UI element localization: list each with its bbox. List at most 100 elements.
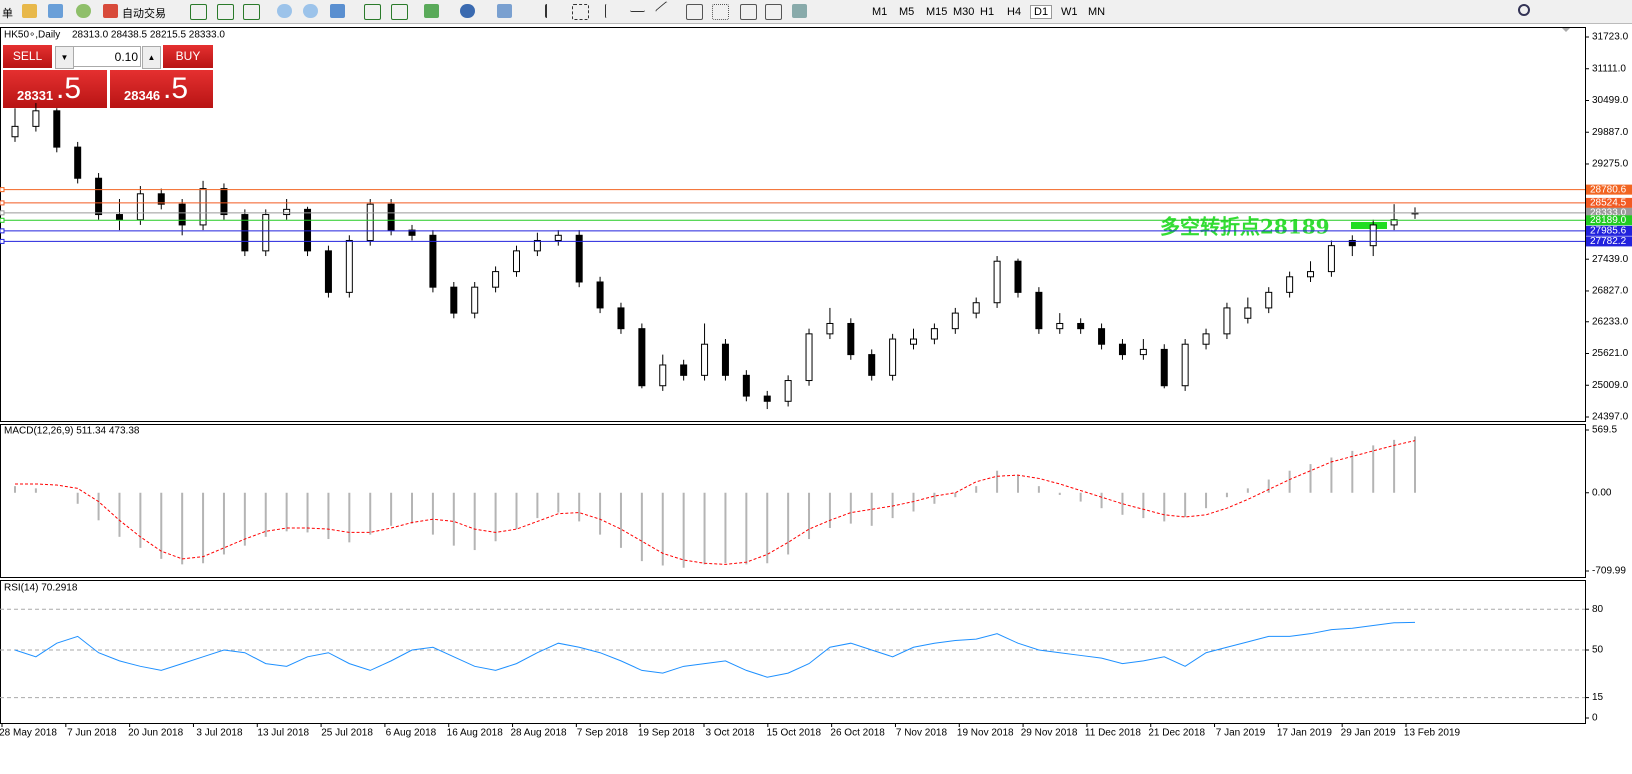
- candle-body: [220, 188, 228, 216]
- candle-body: [972, 302, 980, 314]
- timeframe-button[interactable]: H1: [980, 6, 995, 18]
- sell-button[interactable]: SELL: [3, 45, 52, 68]
- timeframe-button[interactable]: W1: [1061, 6, 1078, 18]
- icon[interactable]: [48, 4, 63, 18]
- rsi-line: [14, 621, 1416, 678]
- macd-title: MACD(12,26,9) 511.34 473.38: [4, 426, 140, 437]
- line-price-label: 28189.0: [1590, 215, 1627, 226]
- x-tick-label: 7 Jan 2019: [1216, 728, 1266, 739]
- candle-body: [868, 354, 876, 376]
- timeframe-button[interactable]: D1: [1030, 5, 1053, 19]
- icon[interactable]: [740, 4, 757, 20]
- y-tick-label: 569.5: [1592, 425, 1617, 436]
- timeframe-button[interactable]: H4: [1007, 6, 1022, 18]
- icon[interactable]: [330, 4, 345, 18]
- sell-price-box[interactable]: 28331 .5: [3, 70, 107, 108]
- icon[interactable]: [605, 4, 608, 18]
- candle-body: [889, 338, 897, 376]
- y-tick-label: 26827.0: [1592, 286, 1629, 297]
- candle-body: [805, 333, 813, 382]
- volume-input[interactable]: 0.10: [73, 46, 141, 67]
- icon[interactable]: [217, 4, 234, 20]
- y-tick-label: 27439.0: [1592, 254, 1629, 265]
- candle-body: [178, 203, 186, 226]
- icon[interactable]: [765, 4, 782, 20]
- line-price-box: [1586, 215, 1632, 226]
- icon[interactable]: [630, 4, 645, 12]
- icon[interactable]: [277, 4, 292, 18]
- signal-line: [15, 440, 1416, 565]
- line-price-box: [1586, 197, 1632, 208]
- icon[interactable]: [460, 4, 475, 18]
- candle-body: [575, 234, 583, 283]
- buy-button[interactable]: BUY: [163, 45, 213, 68]
- candle-body: [742, 374, 750, 397]
- sell-price: 28331: [17, 88, 54, 103]
- x-tick-label: 15 Oct 2018: [767, 728, 822, 739]
- icon[interactable]: [22, 4, 37, 18]
- timeframe-button[interactable]: M15: [926, 6, 948, 18]
- icon[interactable]: [103, 4, 118, 18]
- chart-title: HK50∘,Daily: [4, 30, 60, 41]
- candle-body: [95, 177, 103, 216]
- x-tick-label: 7 Nov 2018: [896, 728, 948, 739]
- line-price-label: 28524.5: [1590, 198, 1627, 209]
- candle-body: [951, 312, 959, 330]
- candle-body: [1307, 271, 1315, 278]
- line-price-box: [1586, 225, 1632, 236]
- icon[interactable]: [686, 4, 703, 20]
- candle-body: [533, 239, 541, 252]
- candle-body: [1181, 343, 1189, 387]
- candle-body: [136, 193, 144, 221]
- icon[interactable]: [792, 4, 807, 18]
- volume-up[interactable]: ▲: [142, 46, 161, 69]
- candle-body: [512, 250, 520, 273]
- candle-body: [701, 343, 709, 376]
- line-price-box: [1586, 184, 1632, 195]
- y-tick-label: 29887.0: [1592, 127, 1629, 138]
- candle-body: [53, 110, 61, 148]
- candle-body: [366, 203, 374, 241]
- icon[interactable]: [712, 4, 729, 20]
- candle-body: [993, 260, 1001, 304]
- line-handle: [0, 228, 5, 234]
- line-price-box: [1586, 236, 1632, 247]
- menu[interactable]: 单: [2, 8, 13, 20]
- timeframe-button[interactable]: M30: [953, 6, 975, 18]
- icon[interactable]: [424, 4, 439, 18]
- icon[interactable]: [303, 4, 318, 18]
- icon[interactable]: [243, 4, 260, 20]
- search-icon[interactable]: [1518, 4, 1530, 16]
- y-tick-label: 80: [1592, 604, 1604, 615]
- candle-body: [617, 307, 625, 330]
- x-tick-label: 29 Nov 2018: [1021, 728, 1078, 739]
- icon[interactable]: [76, 4, 91, 18]
- candle-body: [1244, 307, 1252, 319]
- candle-body: [324, 250, 332, 293]
- icon[interactable]: [497, 4, 512, 18]
- buy-price-box[interactable]: 28346 .5: [110, 70, 213, 108]
- buy-price: 28346: [124, 88, 161, 103]
- x-tick-label: 28 May 2018: [0, 728, 57, 739]
- candle-body: [1348, 239, 1356, 247]
- icon[interactable]: [545, 4, 555, 18]
- timeframe-button[interactable]: M5: [899, 6, 915, 18]
- x-tick-label: 19 Nov 2018: [957, 728, 1014, 739]
- sell-fraction: .5: [56, 72, 82, 105]
- x-tick-label: 7 Sep 2018: [577, 728, 629, 739]
- autotrade-button[interactable]: 自动交易: [122, 8, 166, 20]
- x-tick-label: 3 Oct 2018: [706, 728, 755, 739]
- candle-body: [1369, 224, 1377, 247]
- timeframe-button[interactable]: MN: [1088, 6, 1106, 18]
- candle-body: [763, 395, 771, 402]
- line-handle: [0, 210, 5, 216]
- candle-body: [262, 214, 270, 252]
- timeframe-button[interactable]: M1: [872, 6, 888, 18]
- icon[interactable]: [364, 4, 381, 20]
- icon[interactable]: [654, 0, 677, 23]
- icon[interactable]: [572, 4, 589, 20]
- candle-body: [1327, 245, 1335, 273]
- icon[interactable]: [391, 4, 408, 20]
- icon[interactable]: [190, 4, 207, 20]
